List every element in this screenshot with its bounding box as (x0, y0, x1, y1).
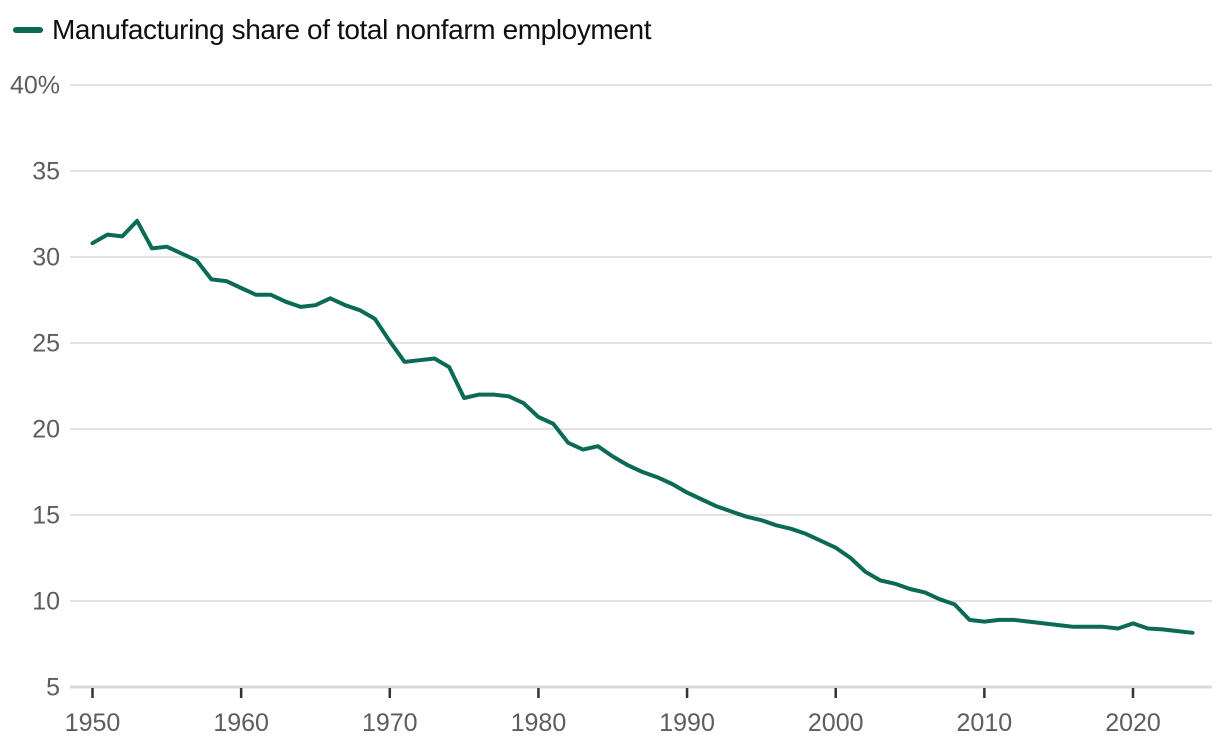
legend: Manufacturing share of total nonfarm emp… (13, 14, 652, 46)
x-axis-label: 1980 (511, 709, 567, 737)
x-axis-label: 2000 (808, 709, 864, 737)
y-axis-label: 10 (32, 588, 60, 616)
x-axis-label: 1950 (65, 709, 121, 737)
x-axis-label: 1960 (213, 709, 269, 737)
manufacturing-share-line (90, 218, 1195, 635)
x-axis-label: 2020 (1105, 709, 1161, 737)
y-axis-label: 30 (32, 244, 60, 272)
legend-line-swatch (13, 27, 43, 34)
y-axis-label: 5 (46, 674, 60, 702)
gridlines-group (70, 84, 1212, 689)
x-axis-label: 2010 (957, 709, 1013, 737)
y-axis-label: 35 (32, 158, 60, 186)
y-axis-label: 15 (32, 502, 60, 530)
x-axis-ticks-group (91, 688, 1135, 698)
y-axis-label: 40% (10, 72, 60, 100)
legend-label: Manufacturing share of total nonfarm emp… (52, 14, 652, 45)
y-axis-labels-group: 40% 35 30 25 20 15 10 5 (10, 72, 60, 702)
series-group (90, 218, 1195, 635)
x-axis-labels-group: 1950 1960 1970 1980 1990 2000 2010 2020 (65, 709, 1161, 737)
x-axis-label: 1990 (659, 709, 715, 737)
y-axis-label: 20 (32, 416, 60, 444)
x-axis-label: 1970 (362, 709, 418, 737)
y-axis-label: 25 (32, 330, 60, 358)
